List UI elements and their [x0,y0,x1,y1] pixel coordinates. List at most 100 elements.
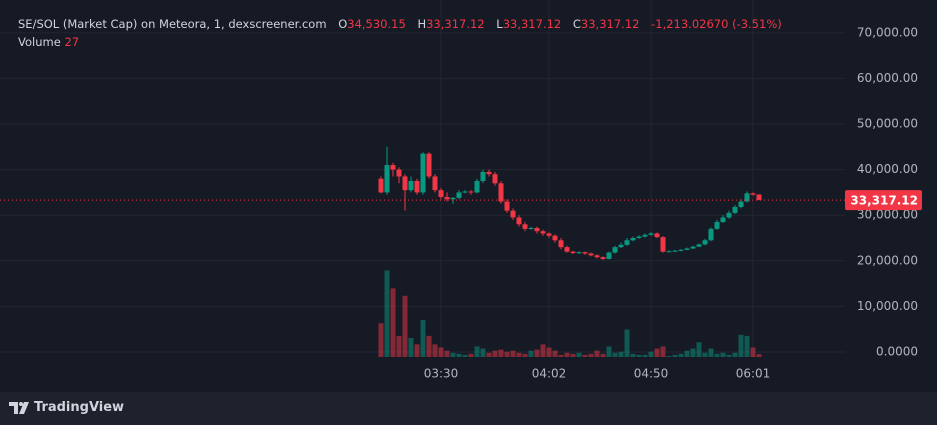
brand-logo[interactable] [9,402,33,418]
y-tick-label: 10,000.00 [857,299,918,313]
candle-body [468,191,474,193]
x-tick-label: 03:30 [424,367,459,381]
volume-bar [510,350,516,357]
candle-body [492,174,498,184]
volume-bar [720,352,726,357]
volume-bar [564,352,570,357]
volume-bar [432,344,438,357]
candle-body [564,247,570,252]
candle-body [522,224,528,229]
volume-bar [648,351,654,357]
volume-bar [606,346,612,357]
volume-bar [732,352,738,357]
volume-bar [414,344,420,357]
volume-bar [636,354,642,357]
candle-body [426,153,432,177]
volume-bar [660,346,666,357]
brand-name[interactable]: TradingView [34,400,125,415]
candle-body [420,153,426,193]
candle-body [636,236,642,238]
x-tick-label: 06:01 [736,367,771,381]
candle-body [666,251,672,253]
candle-body [672,250,678,252]
y-tick-label: 40,000.00 [857,162,918,176]
candle-body [384,165,390,193]
candle-body [570,251,576,254]
candle-body [618,244,624,248]
change: -1,213.02670 (-3.51%) [651,17,782,31]
candle-body [660,237,666,252]
volume-bar [528,350,534,357]
volume-bar [654,348,660,357]
ohlc-value: 34,530.15 [347,17,406,31]
candle-body [720,217,726,223]
candle-body [456,192,462,198]
volume-bar [594,350,600,357]
symbol: SE/SOL (Market Cap) on Meteora, 1, dexsc… [18,17,327,31]
volume-bar [690,348,696,357]
y-tick-label: 60,000.00 [857,71,918,85]
volume-bar [666,355,672,357]
volume-bar [456,353,462,357]
x-tick-label: 04:02 [532,367,567,381]
volume-bar [630,353,636,357]
candle-body [534,227,540,232]
candle-body [642,234,648,237]
candle-body [450,197,456,200]
candle-body [498,183,504,202]
volume-bar [696,342,702,357]
candle-body [600,257,606,259]
volume-bar [480,348,486,357]
candle-body [732,206,738,213]
volume-bar [582,354,588,357]
candle-body [510,210,516,218]
candle-body [606,252,612,259]
volume-bar [420,320,426,357]
volume-bar [474,346,480,357]
candle-body [696,244,702,247]
candle-body [528,227,534,229]
candle-body [390,165,396,170]
candle-body [594,255,600,258]
candle-body [648,233,654,235]
volume-bar [702,352,708,357]
volume-bar [684,350,690,357]
candle-body [444,196,450,200]
candle-body [540,231,546,234]
ohlc-value: 33,317.12 [580,17,640,31]
volume-bar [588,353,594,357]
volume-bar [516,352,522,357]
candle-body [516,217,522,225]
volume-bar [450,352,456,357]
legend-row: SE/SOL (Market Cap) on Meteora, 1, dexsc… [18,15,782,33]
volume-bar [672,354,678,357]
candle-body [378,178,384,193]
footer: TradingView [0,392,937,425]
candle-body [504,201,510,211]
volume-bar [744,335,750,357]
candle-body [612,247,618,253]
legend-header: SE/SOL (Market Cap) on Meteora, 1, dexsc… [18,15,782,51]
volume-bar [402,295,408,357]
last-price-box [845,190,922,211]
volume-bar [444,350,450,357]
volume-bar [618,351,624,357]
candle-body [726,212,732,218]
candle-body [738,201,744,207]
volume-bar [714,353,720,357]
volume-bar [738,334,744,357]
last-price-label: 33,317.12 [850,194,918,208]
volume-bar [390,288,396,357]
candle-body [474,181,480,193]
ohlc-value: 33,317.12 [426,17,485,31]
ohlc-key: L [496,17,503,31]
candle-body [678,249,684,251]
candle-body [408,181,414,191]
candle-body [480,171,486,182]
volume-bar [540,344,546,357]
y-tick-label: 50,000.00 [857,117,918,131]
volume-bar [468,353,474,357]
candle-body [744,193,750,202]
ohlc-value: 33,317.12 [502,17,562,31]
candle-body [588,253,594,256]
